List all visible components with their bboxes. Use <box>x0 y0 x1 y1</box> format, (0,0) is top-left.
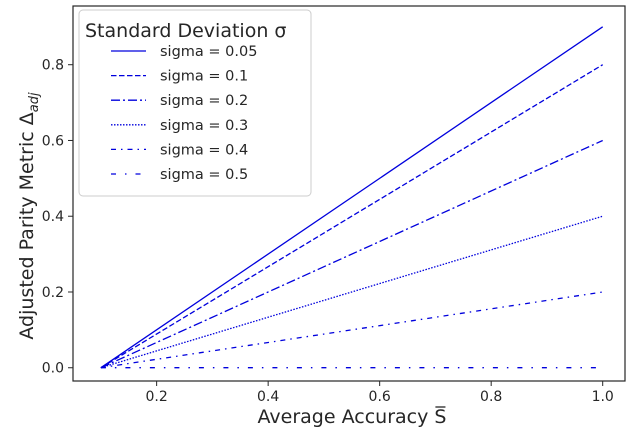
plot-area <box>72 5 626 382</box>
legend-items: sigma = 0.05 sigma = 0.1 sigma = 0.2 sigma … <box>111 44 257 183</box>
y-tick-label: 0.6 <box>42 133 64 149</box>
legend-label: sigma = 0.1 <box>160 69 248 85</box>
series-line-sigma-0-4 <box>100 291 603 369</box>
legend-frame <box>78 9 312 197</box>
legend-label: sigma = 0.3 <box>160 118 248 134</box>
series-line-sigma-0-05 <box>100 26 604 369</box>
y-tick-label: 0.2 <box>42 285 64 301</box>
x-tick-label: 0.2 <box>146 389 168 405</box>
x-tick-label: 0.6 <box>369 389 391 405</box>
legend-label: sigma = 0.05 <box>160 44 257 60</box>
series-lines <box>100 26 604 369</box>
y-tick-label: 0.0 <box>42 361 64 377</box>
y-axis-ticks: 0.0 0.2 0.4 0.6 0.8 <box>42 58 73 377</box>
series-line-sigma-0-3 <box>100 215 603 369</box>
plot-frame <box>72 5 626 382</box>
legend-label: sigma = 0.4 <box>160 142 248 158</box>
x-axis-ticks: 0.2 0.4 0.6 0.8 1.0 <box>146 381 614 405</box>
y-tick-label: 0.4 <box>42 209 64 225</box>
legend-label: sigma = 0.2 <box>160 93 248 109</box>
y-tick-label: 0.8 <box>42 58 64 74</box>
legend-title: Standard Deviation σ <box>85 20 286 42</box>
x-tick-label: 0.8 <box>480 389 502 405</box>
series-line-sigma-0-2 <box>100 139 603 369</box>
x-tick-label: 0.4 <box>257 389 279 405</box>
x-tick-label: 1.0 <box>592 389 614 405</box>
x-axis-title: Average Accuracy S <box>258 406 447 428</box>
series-line-sigma-0-1 <box>100 64 604 369</box>
legend-label: sigma = 0.5 <box>160 167 248 183</box>
y-axis-title: Adjusted Parity Metric Δadj <box>16 92 42 340</box>
